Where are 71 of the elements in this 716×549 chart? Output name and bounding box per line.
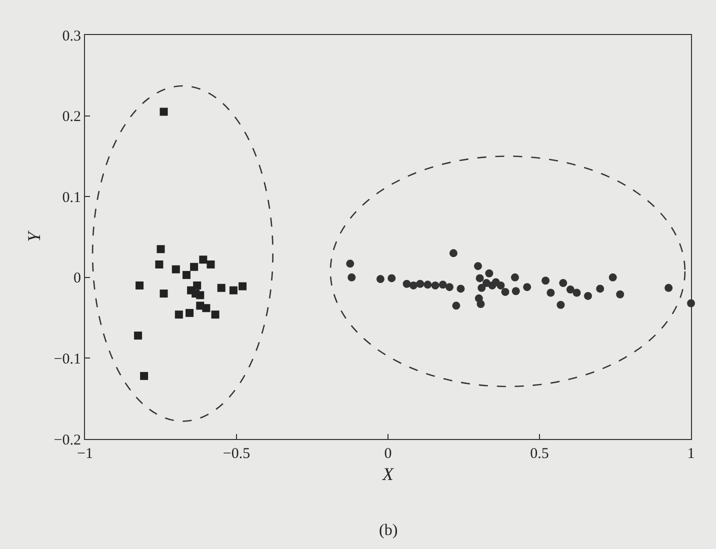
point (512, 287, 520, 296)
y-tick-label: −0.1 (54, 351, 81, 368)
point (474, 262, 482, 270)
point (556, 300, 565, 309)
x-tick-label: −0.5 (222, 446, 250, 462)
y-tick-label: 0.3 (62, 28, 81, 44)
point (431, 281, 440, 290)
y-tick-label: 0.2 (62, 109, 81, 126)
point (482, 279, 490, 288)
x-tick-label: 1 (687, 446, 695, 462)
point (476, 274, 484, 282)
point (596, 284, 604, 293)
point (476, 300, 485, 308)
point (186, 308, 194, 317)
point (616, 290, 624, 298)
point (496, 281, 505, 290)
y-tick-label: 0.1 (62, 190, 81, 206)
point (160, 290, 168, 298)
point (156, 245, 165, 254)
point (478, 284, 486, 292)
x-tick-label: 0.5 (530, 446, 549, 462)
y-tick-label: 0 (74, 270, 81, 287)
point (584, 292, 592, 300)
point (229, 286, 238, 294)
text: (b) (379, 522, 398, 539)
point (542, 276, 550, 285)
point (136, 281, 144, 290)
point (238, 282, 247, 290)
point (348, 273, 356, 282)
point (346, 260, 354, 268)
point (409, 281, 418, 290)
y-axis-title: Y (24, 230, 44, 242)
point (155, 260, 164, 268)
point (446, 283, 454, 292)
point (160, 108, 168, 116)
point (523, 283, 532, 292)
point (452, 302, 460, 310)
point (134, 332, 142, 340)
point (664, 284, 673, 292)
point (202, 304, 210, 312)
point (193, 281, 202, 290)
x-tick-label: 0 (384, 446, 392, 462)
point (559, 279, 568, 288)
point (456, 284, 465, 293)
point (174, 310, 183, 319)
point (182, 270, 191, 279)
point (192, 290, 200, 298)
point (172, 265, 180, 274)
x-axis-title: X (382, 464, 394, 484)
point (190, 262, 198, 271)
point (416, 280, 424, 288)
point (211, 310, 220, 319)
point (424, 280, 432, 289)
point (485, 269, 494, 278)
point (572, 288, 581, 297)
point (199, 256, 208, 264)
y-tick-label: −0.2 (54, 432, 81, 448)
point (546, 288, 555, 297)
point (206, 260, 215, 268)
point (501, 288, 510, 296)
x-tick-label: −1 (77, 446, 93, 462)
point (402, 280, 411, 288)
point (608, 273, 617, 282)
point (376, 275, 384, 284)
point (438, 280, 447, 289)
point (510, 273, 519, 282)
point (140, 372, 148, 380)
point (449, 249, 458, 258)
point (566, 286, 574, 294)
point (217, 284, 226, 292)
point (388, 274, 396, 282)
